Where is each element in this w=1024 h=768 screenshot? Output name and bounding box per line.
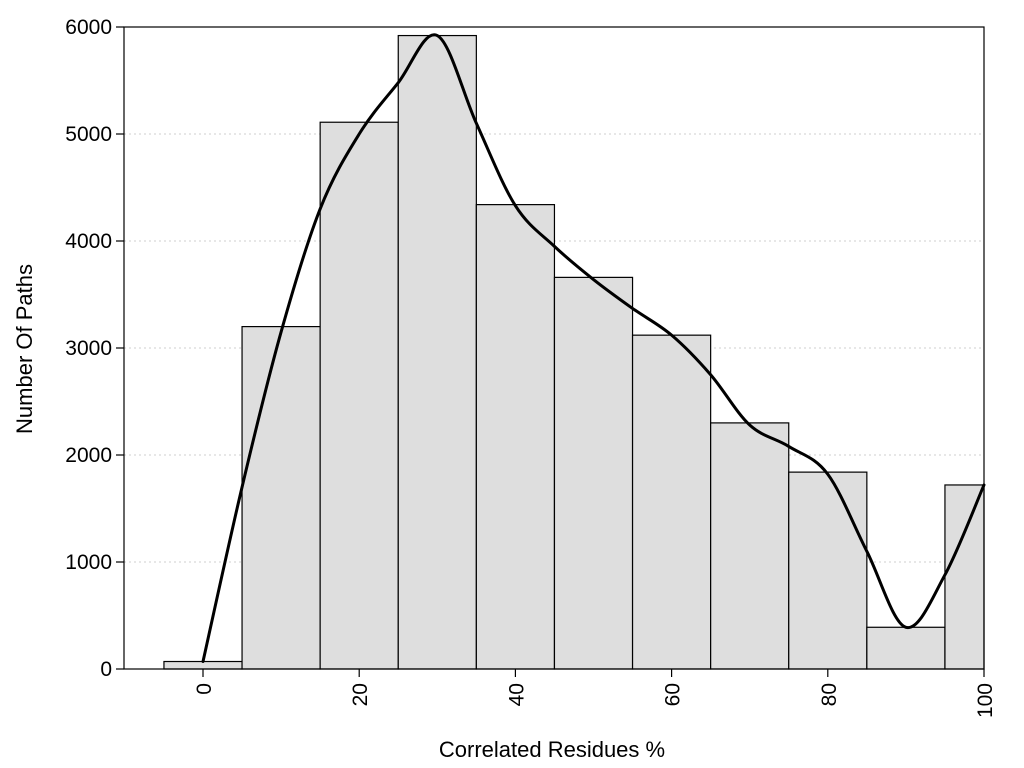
bar: [631, 334, 712, 670]
x-tick-label: 100: [974, 683, 997, 718]
bar: [866, 626, 946, 670]
x-axis-title: Correlated Residues %: [439, 737, 665, 762]
x-tick-label: 0: [193, 683, 216, 695]
y-tick-label: 0: [100, 658, 112, 681]
y-tick-label: 1000: [65, 551, 112, 574]
x-tick-label: 80: [818, 683, 841, 706]
bar: [475, 204, 556, 670]
bars: [163, 34, 985, 670]
bar: [553, 276, 634, 670]
bar: [319, 121, 399, 670]
density-curve-line: [201, 33, 986, 664]
bar: [397, 34, 477, 670]
bar: [241, 326, 321, 670]
y-axis-title: Number Of Paths: [12, 264, 37, 434]
y-tick-label: 4000: [65, 230, 112, 253]
x-tick-label: 20: [349, 683, 372, 706]
x-tick-label: 40: [505, 683, 528, 706]
y-tick-label: 5000: [65, 123, 112, 146]
bar: [788, 471, 868, 670]
y-tick-label: 3000: [65, 337, 112, 360]
y-tick-label: 6000: [65, 16, 112, 39]
y-tick-label: 2000: [65, 444, 112, 467]
density-curve: [201, 33, 986, 664]
x-axis: 0 20 40 60 80 100: [193, 669, 997, 718]
x-tick-label: 60: [662, 683, 685, 706]
bar: [710, 422, 790, 670]
bar: [944, 484, 985, 670]
y-axis: 0 1000 2000 3000 4000 5000 6000: [65, 16, 124, 681]
